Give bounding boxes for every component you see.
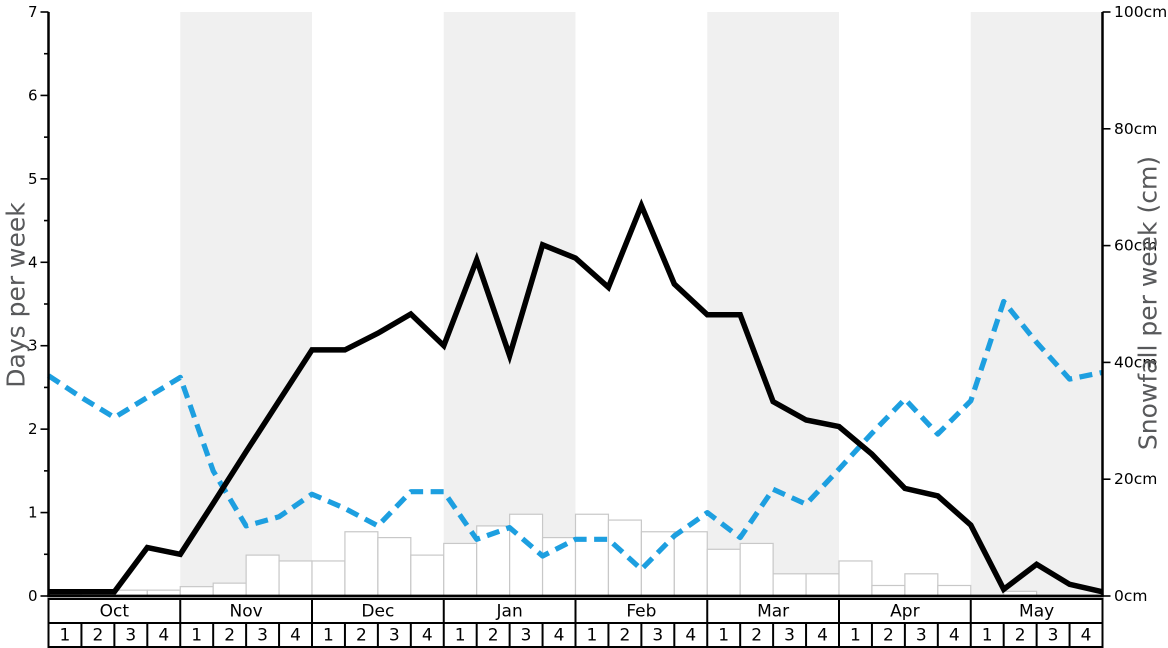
week-label: 2 bbox=[92, 626, 103, 646]
month-band-mar bbox=[707, 12, 839, 596]
week-label: 4 bbox=[817, 626, 828, 646]
right-axis-title: Snowfall per week (cm) bbox=[1133, 155, 1163, 451]
left-tick-label: 2 bbox=[28, 420, 38, 438]
right-tick-label: 0cm bbox=[1114, 587, 1147, 605]
week-label: 4 bbox=[422, 626, 433, 646]
snowfall-bar bbox=[212, 582, 247, 597]
month-label: Oct bbox=[100, 602, 130, 622]
month-label: Nov bbox=[230, 602, 263, 622]
snowfall-bar bbox=[245, 554, 280, 597]
snowfall-bar bbox=[574, 513, 610, 597]
week-label: 3 bbox=[389, 626, 400, 646]
snowfall-bar bbox=[904, 573, 939, 597]
month-band-nov bbox=[180, 12, 312, 596]
snowfall-bar bbox=[673, 531, 708, 597]
week-label: 1 bbox=[718, 626, 729, 646]
snowfall-bar bbox=[476, 525, 511, 597]
week-label: 2 bbox=[619, 626, 630, 646]
left-tick-label: 0 bbox=[28, 587, 38, 605]
snowfall-bar bbox=[871, 584, 906, 597]
left-axis-title: Days per week bbox=[1, 202, 31, 388]
week-label: 1 bbox=[191, 626, 202, 646]
week-label: 2 bbox=[488, 626, 499, 646]
snowfall-bar bbox=[278, 560, 313, 597]
snowfall-bar bbox=[607, 519, 642, 597]
week-label: 3 bbox=[784, 626, 795, 646]
snowfall-bar bbox=[344, 531, 379, 597]
right-tick-label: 80cm bbox=[1114, 120, 1157, 138]
week-label: 1 bbox=[323, 626, 334, 646]
left-tick-label: 5 bbox=[28, 170, 38, 188]
right-tick-label: 100cm bbox=[1114, 3, 1167, 21]
week-label: 1 bbox=[850, 626, 861, 646]
left-tick-label: 7 bbox=[28, 3, 38, 21]
month-label: Apr bbox=[890, 602, 919, 622]
week-label: 4 bbox=[158, 626, 169, 646]
week-label: 3 bbox=[652, 626, 663, 646]
month-label: Dec bbox=[361, 602, 394, 622]
month-label: May bbox=[1019, 602, 1054, 622]
week-label: 3 bbox=[521, 626, 532, 646]
left-tick-label: 6 bbox=[28, 86, 38, 104]
week-label: 4 bbox=[1081, 626, 1092, 646]
week-label: 4 bbox=[290, 626, 301, 646]
month-band-jan bbox=[443, 12, 576, 596]
week-label: 1 bbox=[60, 626, 71, 646]
days-per-week-solid-line bbox=[48, 198, 1104, 595]
week-label: 3 bbox=[916, 626, 927, 646]
week-label: 3 bbox=[1048, 626, 1059, 646]
month-label: Jan bbox=[496, 602, 523, 622]
right-tick-label: 40cm bbox=[1114, 353, 1157, 371]
snowfall-bar bbox=[937, 584, 972, 597]
snowfall-bar bbox=[772, 573, 807, 597]
week-label: 2 bbox=[356, 626, 367, 646]
snowfall-bar bbox=[410, 554, 445, 597]
week-label: 4 bbox=[685, 626, 696, 646]
week-label: 3 bbox=[257, 626, 268, 646]
week-label: 1 bbox=[982, 626, 993, 646]
snowfall-bar bbox=[739, 542, 774, 597]
week-label: 1 bbox=[587, 626, 598, 646]
snowfall-bar bbox=[443, 542, 478, 597]
snowfall-bar bbox=[179, 586, 214, 597]
month-label: Feb bbox=[626, 602, 656, 622]
week-label: 4 bbox=[554, 626, 565, 646]
week-label: 4 bbox=[949, 626, 960, 646]
snowfall-bar bbox=[805, 573, 840, 597]
week-label: 2 bbox=[751, 626, 762, 646]
snowfall-bar bbox=[311, 560, 346, 597]
left-tick-label: 3 bbox=[28, 337, 38, 355]
month-band-may bbox=[970, 12, 1103, 596]
left-tick-label: 1 bbox=[28, 504, 38, 522]
left-tick-label: 4 bbox=[28, 253, 38, 271]
snowfall-bar bbox=[706, 548, 741, 597]
week-label: 1 bbox=[455, 626, 466, 646]
week-label: 2 bbox=[1015, 626, 1026, 646]
right-tick-label: 60cm bbox=[1114, 237, 1157, 255]
month-label: Mar bbox=[757, 602, 789, 622]
right-tick-label: 20cm bbox=[1114, 470, 1157, 488]
snowfall-bar bbox=[838, 560, 873, 597]
week-label: 3 bbox=[125, 626, 136, 646]
week-label: 2 bbox=[224, 626, 235, 646]
snowfall-bar bbox=[377, 536, 412, 597]
week-label: 2 bbox=[883, 626, 894, 646]
